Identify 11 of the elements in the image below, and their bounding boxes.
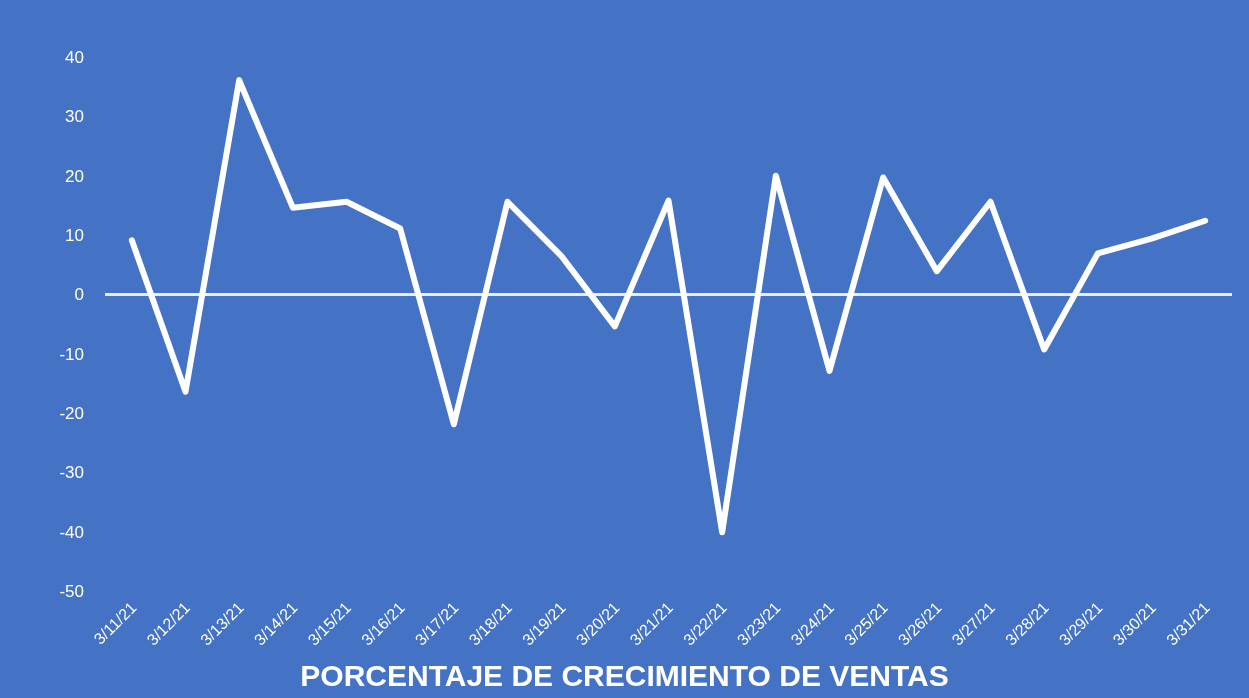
y-tick-label: -40 [59, 522, 84, 542]
y-tick-label: 40 [65, 47, 84, 67]
y-tick-label: 0 [74, 285, 84, 305]
text: PORCENTAJE DE CRECIMIENTO DE VENTAS [300, 658, 949, 692]
y-tick-label: 20 [65, 166, 84, 186]
y-tick-label: 30 [65, 107, 84, 127]
y-tick-label: -30 [59, 463, 84, 483]
y-tick-label: 10 [65, 225, 84, 245]
y-tick-label: -10 [59, 344, 84, 364]
y-tick-label: -20 [59, 403, 84, 423]
y-tick-label: -50 [59, 581, 84, 601]
